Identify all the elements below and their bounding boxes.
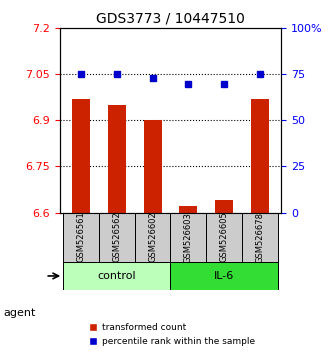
Text: GSM526561: GSM526561: [76, 212, 85, 262]
FancyBboxPatch shape: [63, 212, 99, 262]
Bar: [108, 105, 126, 212]
Text: agent: agent: [3, 308, 36, 318]
Text: GSM526605: GSM526605: [220, 212, 229, 262]
Legend: transformed count, percentile rank within the sample: transformed count, percentile rank withi…: [85, 320, 259, 349]
Bar: [251, 99, 269, 212]
Text: GSM526678: GSM526678: [256, 212, 264, 263]
FancyBboxPatch shape: [242, 212, 278, 262]
FancyBboxPatch shape: [170, 212, 206, 262]
FancyBboxPatch shape: [170, 262, 278, 290]
FancyBboxPatch shape: [135, 212, 170, 262]
Text: control: control: [98, 271, 136, 281]
FancyBboxPatch shape: [99, 212, 135, 262]
Text: GSM526562: GSM526562: [112, 212, 121, 262]
Bar: [72, 99, 90, 212]
Title: GDS3773 / 10447510: GDS3773 / 10447510: [96, 12, 245, 26]
Bar: [179, 206, 197, 212]
Text: IL-6: IL-6: [214, 271, 234, 281]
Text: GSM526602: GSM526602: [148, 212, 157, 262]
Bar: [144, 120, 162, 212]
Bar: [215, 200, 233, 212]
FancyBboxPatch shape: [63, 262, 170, 290]
FancyBboxPatch shape: [206, 212, 242, 262]
Text: GSM526603: GSM526603: [184, 212, 193, 263]
